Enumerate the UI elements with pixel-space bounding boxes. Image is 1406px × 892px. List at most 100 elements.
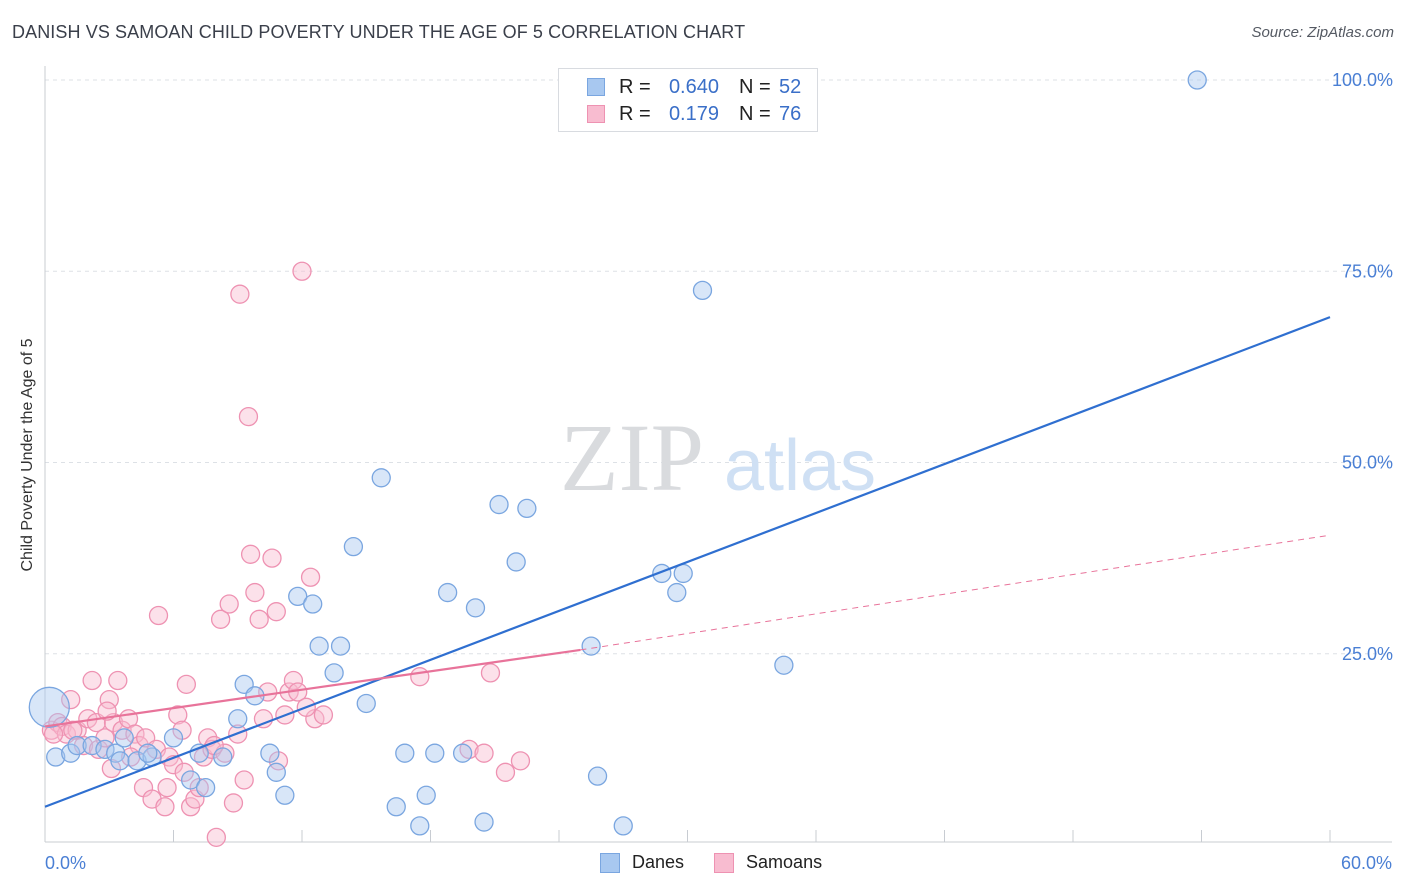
danes-point [425, 743, 445, 763]
danes-point [228, 709, 248, 729]
danes-point [416, 785, 436, 805]
danes-point [489, 494, 509, 515]
danes-point [587, 766, 608, 786]
danes-trend-line [44, 316, 1331, 808]
bottom-legend-label-samoans: Samoans [746, 852, 823, 872]
bottom-legend: Danes Samoans [600, 852, 852, 873]
danes-point [1187, 70, 1207, 90]
danes-point [774, 655, 794, 675]
bottom-legend-swatch-samoans [714, 852, 735, 873]
danes-point [46, 747, 66, 767]
samoans-point [155, 797, 175, 817]
bottom-legend-samoans[interactable]: Samoans [714, 852, 822, 873]
y-tick-label: 100.0% [1332, 70, 1393, 90]
samoans-point [283, 670, 304, 691]
danes-point [213, 747, 233, 767]
legend-swatch-samoans [587, 105, 605, 123]
danes-point [452, 743, 473, 763]
legend-n-value-danes: 52 [779, 75, 802, 98]
samoans-point [253, 709, 274, 729]
stats-legend: R = 0.640 N = 52 R = 0.179 N = 76 [558, 68, 818, 132]
samoans-point [262, 548, 282, 568]
samoans-point [148, 605, 169, 626]
samoans-point [474, 743, 494, 763]
danes-point [395, 743, 415, 763]
grid [45, 79, 1392, 655]
samoans-point [249, 609, 269, 629]
samoans-point [245, 582, 265, 603]
samoans-point [230, 284, 250, 304]
danes-point [410, 816, 430, 836]
bottom-legend-danes[interactable]: Danes [600, 852, 684, 873]
axes [44, 66, 1392, 843]
legend-n-value-samoans: 76 [779, 102, 802, 125]
danes-point [61, 743, 81, 763]
legend-n-label: N = [739, 75, 771, 98]
samoans-point [157, 777, 177, 798]
danes-point [309, 636, 329, 656]
danes-point [667, 582, 687, 603]
danes-point [356, 693, 376, 714]
source-label: Source: ZipAtlas.com [1251, 24, 1394, 41]
samoans-point [176, 674, 197, 694]
x-tick-label: 0.0% [45, 853, 86, 873]
samoans-point [240, 544, 261, 564]
samoans-point [510, 751, 531, 771]
danes-point [266, 762, 286, 782]
y-tick-label: 75.0% [1342, 261, 1393, 281]
legend-row-samoans: R = 0.179 N = 76 [587, 102, 801, 126]
danes-point [67, 735, 87, 756]
danes-point [275, 785, 295, 805]
chart-title: DANISH VS SAMOAN CHILD POVERTY UNDER THE… [12, 22, 746, 42]
danes-point [127, 751, 147, 771]
danes-point [386, 797, 406, 817]
legend-r-label: R = [619, 102, 651, 125]
samoans-point [292, 261, 312, 281]
danes-point [465, 598, 486, 618]
samoans-point [266, 602, 286, 622]
danes-point [114, 728, 134, 748]
samoans-point [300, 567, 321, 587]
samoans-point [219, 594, 239, 614]
samoans-point [97, 701, 117, 721]
tick-labels: 25.0% 50.0% 75.0% 100.0% 0.0% 60.0% [45, 70, 1393, 873]
danes-point [581, 636, 601, 656]
danes-point [474, 812, 494, 832]
danes-point [303, 594, 323, 614]
danes-point [28, 686, 70, 728]
samoans-point [63, 720, 83, 740]
legend-r-label: R = [619, 75, 651, 98]
samoans-point [210, 609, 231, 629]
legend-row-danes: R = 0.640 N = 52 [587, 75, 801, 99]
y-tick-label: 25.0% [1342, 644, 1393, 664]
danes-point [163, 728, 184, 748]
danes-point [330, 636, 351, 656]
samoans-point [495, 762, 516, 782]
danes-point [180, 770, 201, 790]
danes-point [506, 552, 526, 572]
samoans-point [234, 770, 254, 790]
samoans-point [206, 827, 226, 847]
samoans-point [168, 705, 188, 725]
danes-point [138, 743, 158, 763]
watermark-zip: ZIP [560, 404, 704, 511]
samoans-point [82, 670, 102, 691]
danes-point [288, 586, 308, 607]
samoans-trend-extension [580, 534, 1331, 651]
danes-point [324, 663, 344, 683]
danes-point [110, 751, 130, 771]
danes-point [195, 777, 216, 798]
samoans-point [223, 793, 244, 813]
danes-point [692, 280, 713, 301]
danes-point [613, 816, 633, 836]
danes-point [517, 498, 537, 519]
bottom-legend-label-danes: Danes [632, 852, 685, 872]
legend-n-label: N = [739, 102, 771, 125]
samoans-point [410, 667, 430, 687]
danes-points [28, 70, 1207, 836]
samoans-point [238, 406, 259, 427]
trend-lines [44, 316, 1331, 808]
samoans-point [313, 705, 334, 725]
samoans-point [108, 670, 128, 691]
